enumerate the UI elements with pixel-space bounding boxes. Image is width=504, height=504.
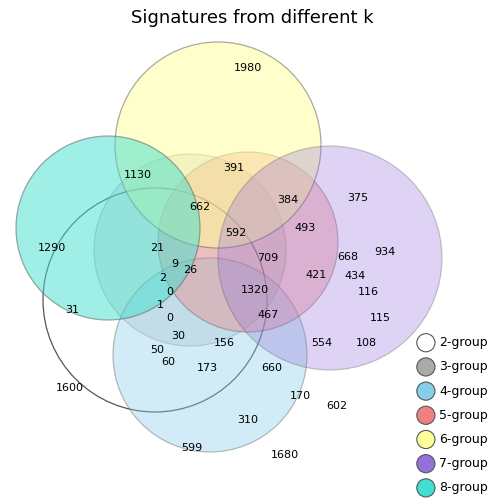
Text: 434: 434: [344, 271, 365, 281]
Text: 375: 375: [347, 193, 368, 203]
Text: 0: 0: [166, 313, 173, 323]
Text: 21: 21: [150, 243, 164, 253]
Text: Signatures from different k: Signatures from different k: [131, 9, 373, 27]
Text: 421: 421: [305, 270, 327, 280]
Text: 31: 31: [65, 305, 79, 315]
Circle shape: [218, 146, 442, 370]
Circle shape: [113, 258, 307, 452]
Text: 660: 660: [262, 363, 283, 373]
Text: 3-group: 3-group: [439, 360, 487, 373]
Text: 602: 602: [327, 401, 348, 411]
Text: 156: 156: [214, 338, 234, 348]
Text: 108: 108: [355, 338, 376, 348]
Text: 391: 391: [223, 163, 244, 173]
Text: 7-group: 7-group: [439, 457, 488, 470]
Text: 592: 592: [225, 228, 246, 238]
Text: 2-group: 2-group: [439, 336, 487, 349]
Text: 173: 173: [197, 363, 218, 373]
Text: 115: 115: [369, 313, 391, 323]
Text: 2: 2: [159, 273, 166, 283]
Text: 50: 50: [150, 345, 164, 355]
Text: 8-group: 8-group: [439, 481, 488, 494]
Text: 1130: 1130: [124, 170, 152, 180]
Text: 1680: 1680: [271, 450, 299, 460]
Text: 60: 60: [161, 357, 175, 367]
Text: 0: 0: [166, 287, 173, 297]
Text: 116: 116: [357, 287, 379, 297]
Circle shape: [417, 358, 435, 376]
Text: 662: 662: [190, 202, 211, 212]
Text: 1: 1: [157, 300, 163, 310]
Text: 5-group: 5-group: [439, 409, 488, 422]
Circle shape: [417, 430, 435, 449]
Text: 9: 9: [171, 259, 178, 269]
Text: 6-group: 6-group: [439, 433, 487, 446]
Circle shape: [417, 455, 435, 473]
Text: 170: 170: [289, 391, 310, 401]
Circle shape: [115, 42, 321, 248]
Circle shape: [94, 154, 286, 346]
Text: 4-group: 4-group: [439, 385, 487, 398]
Text: 384: 384: [277, 195, 299, 205]
Circle shape: [417, 334, 435, 352]
Text: 1290: 1290: [38, 243, 66, 253]
Text: 26: 26: [183, 265, 197, 275]
Text: 1980: 1980: [234, 63, 262, 73]
Text: 1600: 1600: [56, 383, 84, 393]
Text: 599: 599: [181, 443, 203, 453]
Text: 554: 554: [311, 338, 333, 348]
Text: 934: 934: [374, 247, 396, 257]
Text: 668: 668: [338, 252, 358, 262]
Circle shape: [417, 406, 435, 424]
Text: 709: 709: [258, 253, 279, 263]
Text: 1320: 1320: [241, 285, 269, 295]
Text: 493: 493: [294, 223, 316, 233]
Text: 467: 467: [258, 310, 279, 320]
Text: 310: 310: [237, 415, 259, 425]
Circle shape: [417, 382, 435, 400]
Text: 30: 30: [171, 331, 185, 341]
Circle shape: [417, 479, 435, 497]
Circle shape: [158, 152, 338, 332]
Circle shape: [16, 136, 200, 320]
